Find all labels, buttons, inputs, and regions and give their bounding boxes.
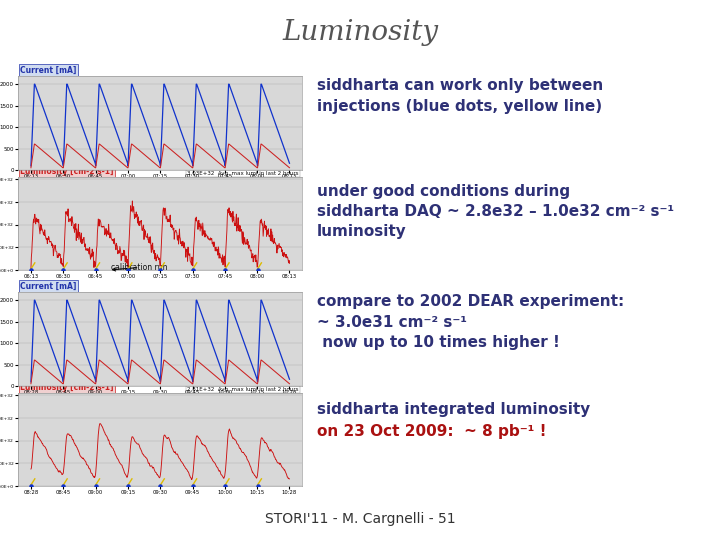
Point <box>25 481 37 490</box>
Text: Current [mA]: Current [mA] <box>20 65 76 75</box>
Text: Luminosity: Luminosity <box>282 19 438 46</box>
Text: siddharta can work only between
injections (blue dots, yellow line): siddharta can work only between injectio… <box>317 78 603 114</box>
Text: siddharta integrated luminosity: siddharta integrated luminosity <box>317 402 590 417</box>
Point <box>122 265 134 274</box>
Text: calibration run: calibration run <box>112 263 168 272</box>
Point <box>90 265 102 274</box>
Point <box>25 265 37 274</box>
Point <box>58 265 69 274</box>
Text: compare to 2002 DEAR experiment:
~ 3.0e31 cm⁻² s⁻¹
 now up to 10 times higher !: compare to 2002 DEAR experiment: ~ 3.0e3… <box>317 294 624 350</box>
Point <box>187 481 199 490</box>
Text: on 23 Oct 2009:  ~ 8 pb⁻¹ !: on 23 Oct 2009: ~ 8 pb⁻¹ ! <box>317 424 546 439</box>
Text: Luminosity [cm-2 s-1]: Luminosity [cm-2 s-1] <box>20 167 114 176</box>
Text: Luminosity [cm-2 s-1]: Luminosity [cm-2 s-1] <box>20 383 114 392</box>
Point <box>220 481 231 490</box>
Text: under good conditions during
siddharta DAQ ~ 2.8e32 – 1.0e32 cm⁻² s⁻¹
luminosity: under good conditions during siddharta D… <box>317 184 674 239</box>
Text: 2.81E+32  Avg. max lumi in last 2 hours: 2.81E+32 Avg. max lumi in last 2 hours <box>187 387 299 392</box>
Point <box>122 481 134 490</box>
Point <box>252 265 264 274</box>
Point <box>90 481 102 490</box>
Point <box>155 265 166 274</box>
Point <box>58 481 69 490</box>
Text: Current [mA]: Current [mA] <box>20 281 76 291</box>
Text: 3.03E+32  Avg. max lumi in last 2 hours: 3.03E+32 Avg. max lumi in last 2 hours <box>187 171 299 176</box>
Point <box>187 265 199 274</box>
Point <box>252 481 264 490</box>
Point <box>220 265 231 274</box>
Text: STORI'11 - M. Cargnelli - 51: STORI'11 - M. Cargnelli - 51 <box>265 512 455 526</box>
Point <box>155 481 166 490</box>
